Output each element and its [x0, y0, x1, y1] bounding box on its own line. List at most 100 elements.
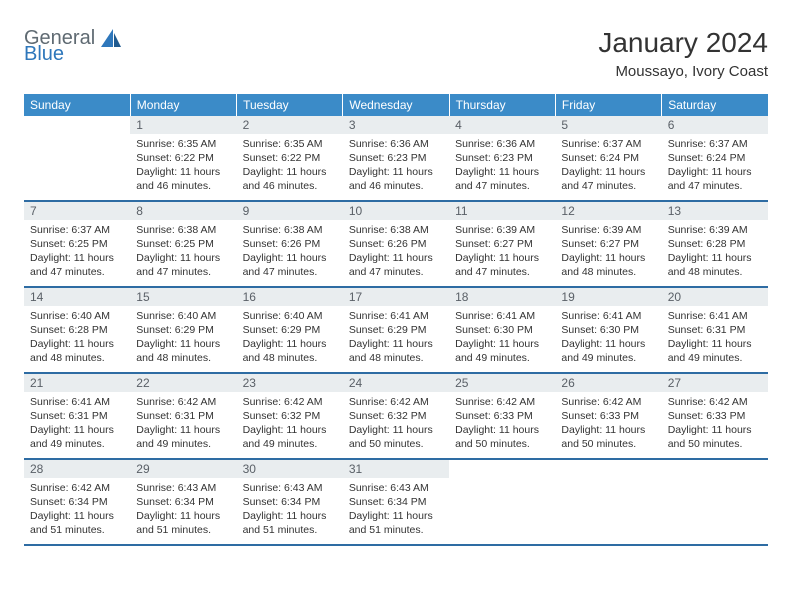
day-details: Sunrise: 6:39 AMSunset: 6:27 PMDaylight:… — [555, 220, 661, 284]
day-details: Sunrise: 6:37 AMSunset: 6:25 PMDaylight:… — [24, 220, 130, 284]
calendar-cell: 16Sunrise: 6:40 AMSunset: 6:29 PMDayligh… — [237, 287, 343, 373]
day-details: Sunrise: 6:37 AMSunset: 6:24 PMDaylight:… — [662, 134, 768, 198]
day-details: Sunrise: 6:41 AMSunset: 6:30 PMDaylight:… — [449, 306, 555, 370]
logo: General Blue — [24, 28, 123, 64]
day-details: Sunrise: 6:42 AMSunset: 6:34 PMDaylight:… — [24, 478, 130, 542]
calendar-cell: 4Sunrise: 6:36 AMSunset: 6:23 PMDaylight… — [449, 116, 555, 201]
day-number: 16 — [237, 288, 343, 306]
day-details: Sunrise: 6:38 AMSunset: 6:26 PMDaylight:… — [343, 220, 449, 284]
day-number: 1 — [130, 116, 236, 134]
day-number: 9 — [237, 202, 343, 220]
day-details: Sunrise: 6:35 AMSunset: 6:22 PMDaylight:… — [237, 134, 343, 198]
calendar-cell: 6Sunrise: 6:37 AMSunset: 6:24 PMDaylight… — [662, 116, 768, 201]
calendar-cell: 29Sunrise: 6:43 AMSunset: 6:34 PMDayligh… — [130, 459, 236, 545]
calendar-body: . 1Sunrise: 6:35 AMSunset: 6:22 PMDaylig… — [24, 116, 768, 545]
day-number: 29 — [130, 460, 236, 478]
calendar-cell: 15Sunrise: 6:40 AMSunset: 6:29 PMDayligh… — [130, 287, 236, 373]
calendar-cell: 11Sunrise: 6:39 AMSunset: 6:27 PMDayligh… — [449, 201, 555, 287]
page-title: January 2024 — [598, 28, 768, 59]
day-details: Sunrise: 6:42 AMSunset: 6:33 PMDaylight:… — [662, 392, 768, 456]
calendar-cell: 14Sunrise: 6:40 AMSunset: 6:28 PMDayligh… — [24, 287, 130, 373]
day-details: Sunrise: 6:36 AMSunset: 6:23 PMDaylight:… — [449, 134, 555, 198]
header: General Blue January 2024 Moussayo, Ivor… — [24, 28, 768, 80]
day-number: 13 — [662, 202, 768, 220]
calendar-cell: 2Sunrise: 6:35 AMSunset: 6:22 PMDaylight… — [237, 116, 343, 201]
weekday-header: Thursday — [449, 94, 555, 116]
day-number: 20 — [662, 288, 768, 306]
day-details: Sunrise: 6:43 AMSunset: 6:34 PMDaylight:… — [237, 478, 343, 542]
day-number: 25 — [449, 374, 555, 392]
day-details: Sunrise: 6:42 AMSunset: 6:32 PMDaylight:… — [237, 392, 343, 456]
day-details: Sunrise: 6:42 AMSunset: 6:33 PMDaylight:… — [555, 392, 661, 456]
calendar-row: 28Sunrise: 6:42 AMSunset: 6:34 PMDayligh… — [24, 459, 768, 545]
calendar-cell: . — [24, 116, 130, 201]
calendar-cell: 25Sunrise: 6:42 AMSunset: 6:33 PMDayligh… — [449, 373, 555, 459]
calendar-cell: 24Sunrise: 6:42 AMSunset: 6:32 PMDayligh… — [343, 373, 449, 459]
calendar-cell: . — [555, 459, 661, 545]
calendar-row: 7Sunrise: 6:37 AMSunset: 6:25 PMDaylight… — [24, 201, 768, 287]
day-number: 24 — [343, 374, 449, 392]
calendar-cell: 8Sunrise: 6:38 AMSunset: 6:25 PMDaylight… — [130, 201, 236, 287]
day-number: 15 — [130, 288, 236, 306]
day-details: Sunrise: 6:38 AMSunset: 6:26 PMDaylight:… — [237, 220, 343, 284]
logo-sail-icon — [99, 27, 123, 54]
day-number: 6 — [662, 116, 768, 134]
day-details: Sunrise: 6:41 AMSunset: 6:29 PMDaylight:… — [343, 306, 449, 370]
calendar-header-row: SundayMondayTuesdayWednesdayThursdayFrid… — [24, 94, 768, 116]
day-details: Sunrise: 6:41 AMSunset: 6:31 PMDaylight:… — [24, 392, 130, 456]
day-details: Sunrise: 6:42 AMSunset: 6:31 PMDaylight:… — [130, 392, 236, 456]
calendar-cell: 9Sunrise: 6:38 AMSunset: 6:26 PMDaylight… — [237, 201, 343, 287]
calendar-cell: 1Sunrise: 6:35 AMSunset: 6:22 PMDaylight… — [130, 116, 236, 201]
calendar-cell: 12Sunrise: 6:39 AMSunset: 6:27 PMDayligh… — [555, 201, 661, 287]
day-number: 11 — [449, 202, 555, 220]
day-number: 5 — [555, 116, 661, 134]
day-details: Sunrise: 6:42 AMSunset: 6:32 PMDaylight:… — [343, 392, 449, 456]
day-number: 18 — [449, 288, 555, 306]
calendar-cell: 22Sunrise: 6:42 AMSunset: 6:31 PMDayligh… — [130, 373, 236, 459]
weekday-header: Friday — [555, 94, 661, 116]
weekday-header: Tuesday — [237, 94, 343, 116]
day-details: Sunrise: 6:40 AMSunset: 6:29 PMDaylight:… — [130, 306, 236, 370]
day-details: Sunrise: 6:39 AMSunset: 6:28 PMDaylight:… — [662, 220, 768, 284]
day-details: Sunrise: 6:41 AMSunset: 6:30 PMDaylight:… — [555, 306, 661, 370]
calendar-cell: 5Sunrise: 6:37 AMSunset: 6:24 PMDaylight… — [555, 116, 661, 201]
weekday-header: Sunday — [24, 94, 130, 116]
title-block: January 2024 Moussayo, Ivory Coast — [598, 28, 768, 80]
calendar-cell: 19Sunrise: 6:41 AMSunset: 6:30 PMDayligh… — [555, 287, 661, 373]
day-number: 23 — [237, 374, 343, 392]
calendar-cell: 23Sunrise: 6:42 AMSunset: 6:32 PMDayligh… — [237, 373, 343, 459]
calendar-row: . 1Sunrise: 6:35 AMSunset: 6:22 PMDaylig… — [24, 116, 768, 201]
calendar-cell: 17Sunrise: 6:41 AMSunset: 6:29 PMDayligh… — [343, 287, 449, 373]
day-details: Sunrise: 6:43 AMSunset: 6:34 PMDaylight:… — [130, 478, 236, 542]
day-number: 17 — [343, 288, 449, 306]
day-number: 2 — [237, 116, 343, 134]
day-details: Sunrise: 6:39 AMSunset: 6:27 PMDaylight:… — [449, 220, 555, 284]
day-number: 12 — [555, 202, 661, 220]
day-details: Sunrise: 6:40 AMSunset: 6:28 PMDaylight:… — [24, 306, 130, 370]
calendar-cell: 7Sunrise: 6:37 AMSunset: 6:25 PMDaylight… — [24, 201, 130, 287]
day-number: 27 — [662, 374, 768, 392]
calendar-cell: 26Sunrise: 6:42 AMSunset: 6:33 PMDayligh… — [555, 373, 661, 459]
calendar-row: 21Sunrise: 6:41 AMSunset: 6:31 PMDayligh… — [24, 373, 768, 459]
calendar-cell: 31Sunrise: 6:43 AMSunset: 6:34 PMDayligh… — [343, 459, 449, 545]
day-details: Sunrise: 6:43 AMSunset: 6:34 PMDaylight:… — [343, 478, 449, 542]
day-number: 8 — [130, 202, 236, 220]
calendar-cell: 13Sunrise: 6:39 AMSunset: 6:28 PMDayligh… — [662, 201, 768, 287]
calendar-row: 14Sunrise: 6:40 AMSunset: 6:28 PMDayligh… — [24, 287, 768, 373]
calendar-cell: 28Sunrise: 6:42 AMSunset: 6:34 PMDayligh… — [24, 459, 130, 545]
weekday-header: Saturday — [662, 94, 768, 116]
day-number: 30 — [237, 460, 343, 478]
day-details: Sunrise: 6:40 AMSunset: 6:29 PMDaylight:… — [237, 306, 343, 370]
day-details: Sunrise: 6:38 AMSunset: 6:25 PMDaylight:… — [130, 220, 236, 284]
calendar-cell: . — [449, 459, 555, 545]
weekday-header: Wednesday — [343, 94, 449, 116]
calendar-cell: 30Sunrise: 6:43 AMSunset: 6:34 PMDayligh… — [237, 459, 343, 545]
page-subtitle: Moussayo, Ivory Coast — [598, 63, 768, 80]
day-number: 21 — [24, 374, 130, 392]
day-details: Sunrise: 6:37 AMSunset: 6:24 PMDaylight:… — [555, 134, 661, 198]
day-details: Sunrise: 6:41 AMSunset: 6:31 PMDaylight:… — [662, 306, 768, 370]
day-number: 7 — [24, 202, 130, 220]
day-number: 10 — [343, 202, 449, 220]
calendar-cell: 10Sunrise: 6:38 AMSunset: 6:26 PMDayligh… — [343, 201, 449, 287]
calendar-cell: . — [662, 459, 768, 545]
